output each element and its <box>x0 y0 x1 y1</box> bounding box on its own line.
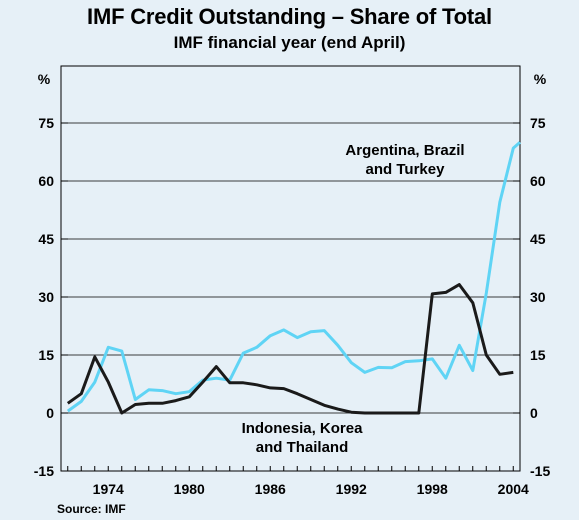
y-unit-left: % <box>38 71 51 87</box>
y-tick-label-left: -15 <box>34 463 54 479</box>
x-tick-label: 1992 <box>336 481 367 497</box>
y-tick-label-left: 60 <box>38 173 54 189</box>
x-tick-label: 2004 <box>498 481 529 497</box>
chart-title: IMF Credit Outstanding – Share of Total <box>87 4 492 29</box>
y-tick-label-right: 75 <box>530 115 546 131</box>
series-lines <box>66 141 521 415</box>
series-label-argentina-brazil-turkey: Argentina, Brazil <box>345 142 464 159</box>
y-tick-label-left: 0 <box>46 405 54 421</box>
gridlines <box>61 122 520 414</box>
x-tick-label: 1980 <box>174 481 205 497</box>
y-tick-label-right: 15 <box>530 347 546 363</box>
x-tick-label: 1986 <box>255 481 286 497</box>
x-axis: 1974 1980 1986 1992 1998 2004 <box>67 466 529 497</box>
series-label-indonesia-korea-thailand: and Thailand <box>256 439 349 456</box>
chart-subtitle: IMF financial year (end April) <box>173 33 406 52</box>
plot-area <box>60 65 521 472</box>
y-tick-label-right: -15 <box>530 463 550 479</box>
y-tick-label-left: 30 <box>38 289 54 305</box>
y-tick-label-left: 15 <box>38 347 54 363</box>
y-tick-label-right: 0 <box>530 405 538 421</box>
series-label-argentina-brazil-turkey: and Turkey <box>366 161 446 178</box>
y-tick-label-right: 60 <box>530 173 546 189</box>
series-label-indonesia-korea-thailand: Indonesia, Korea <box>242 420 364 437</box>
x-tick-label: 1998 <box>417 481 448 497</box>
x-tick-label: 1974 <box>93 481 124 497</box>
y-tick-label-right: 30 <box>530 289 546 305</box>
y-tick-label-left: 45 <box>38 231 54 247</box>
series-line-argentina-brazil-turkey <box>66 141 521 413</box>
y-axis-right: % -15 0 15 30 45 60 75 <box>513 71 550 479</box>
y-unit-right: % <box>534 71 547 87</box>
y-tick-label-left: 75 <box>38 115 54 131</box>
y-tick-label-right: 45 <box>530 231 546 247</box>
series-labels: Indonesia, Korea and Thailand Argentina, B… <box>242 142 465 456</box>
source-note: Source: IMF <box>57 502 126 516</box>
y-axis-left: % -15 0 15 30 45 60 75 <box>34 71 68 479</box>
series-line-indonesia-korea-thailand <box>66 283 514 415</box>
